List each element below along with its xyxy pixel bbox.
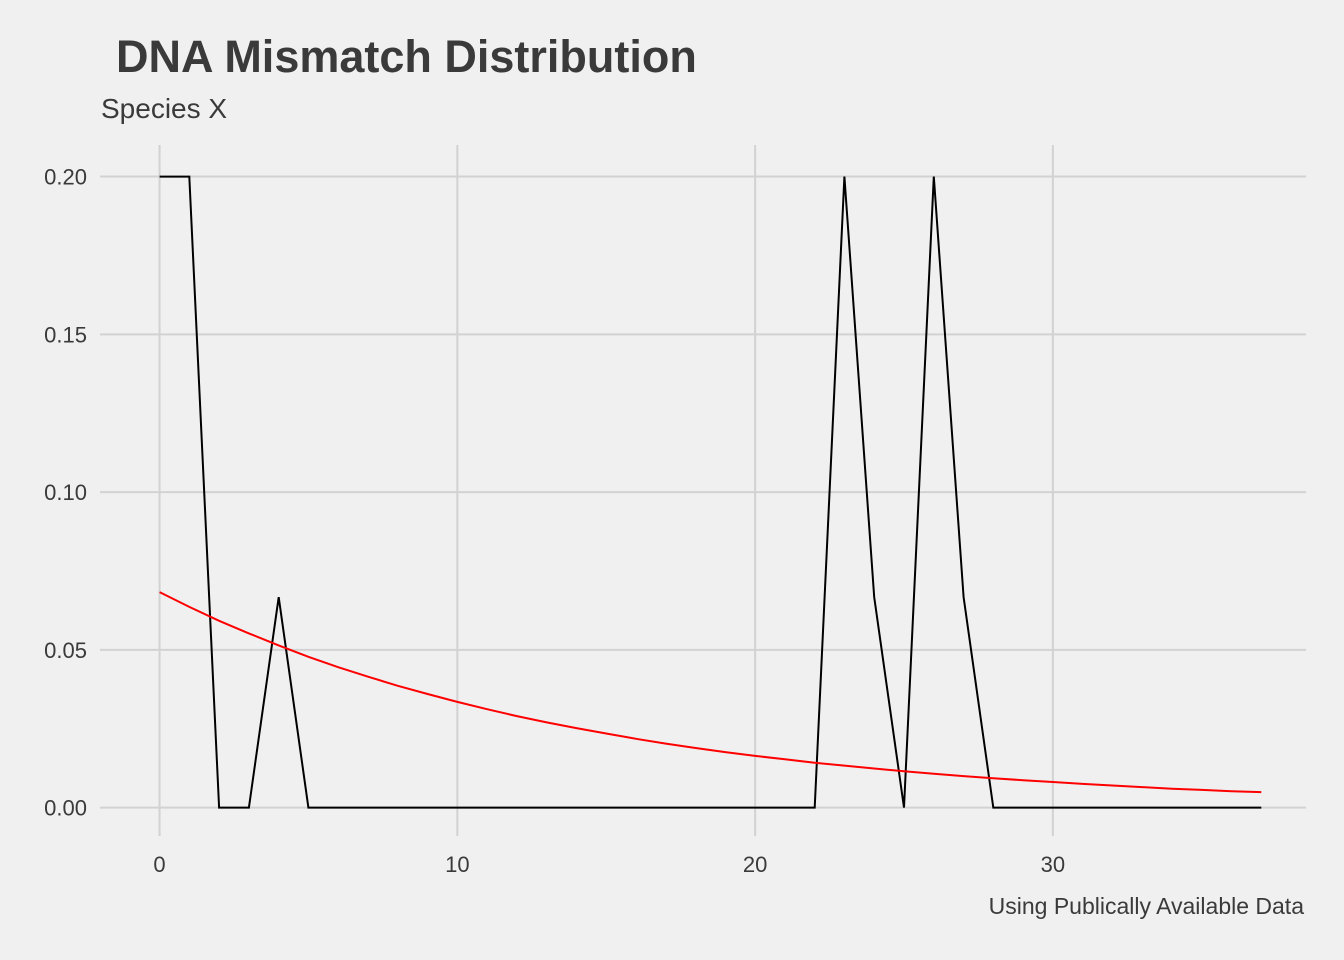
y-tick-label: 0.00 bbox=[44, 796, 87, 821]
x-tick-label: 30 bbox=[1041, 852, 1065, 877]
expected-series-line bbox=[159, 591, 1262, 794]
y-tick-label: 0.10 bbox=[44, 480, 87, 505]
x-tick-label: 10 bbox=[445, 852, 469, 877]
y-tick-label: 0.20 bbox=[44, 165, 87, 190]
grid bbox=[100, 145, 1306, 836]
observed-series-line bbox=[159, 175, 1262, 809]
chart-subtitle: Species X bbox=[101, 93, 228, 124]
axis-labels: 0.00 0.05 0.10 0.15 0.20 0 10 20 30 bbox=[44, 165, 1065, 877]
series-lines bbox=[159, 175, 1262, 809]
x-tick-label: 0 bbox=[153, 852, 165, 877]
y-tick-label: 0.15 bbox=[44, 322, 87, 347]
chart-title: DNA Mismatch Distribution bbox=[116, 31, 697, 82]
chart-caption: Using Publically Available Data bbox=[988, 893, 1304, 919]
x-tick-label: 20 bbox=[743, 852, 767, 877]
y-tick-label: 0.05 bbox=[44, 638, 87, 663]
